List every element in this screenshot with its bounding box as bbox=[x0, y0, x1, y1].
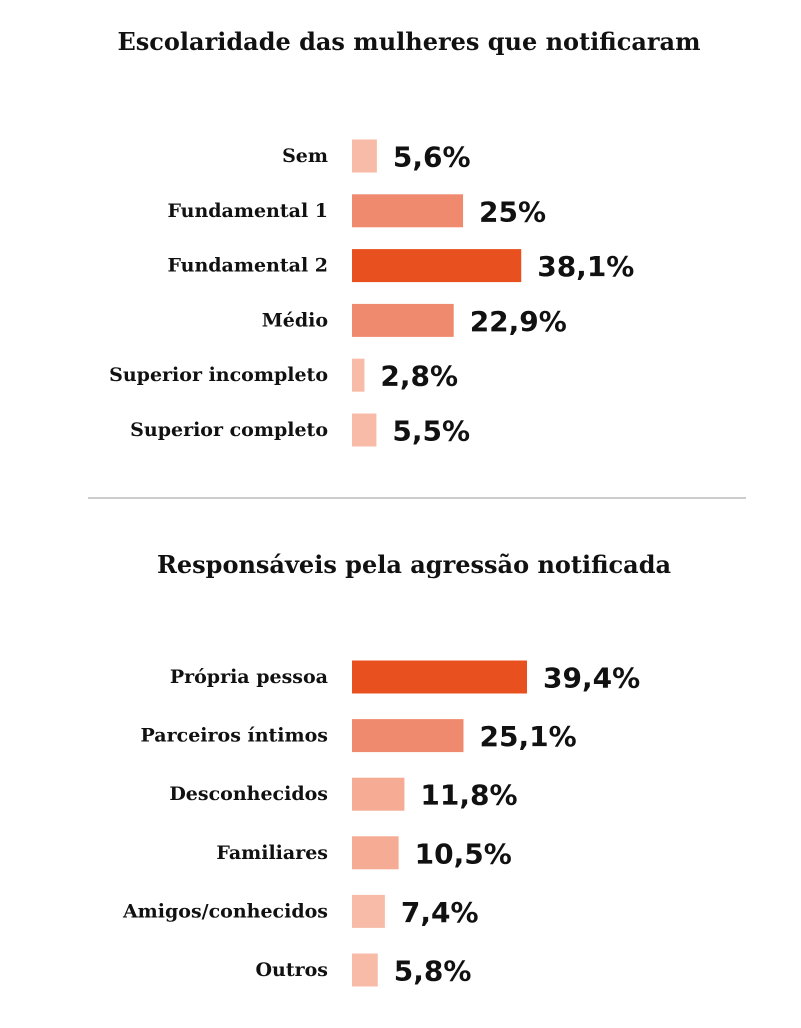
chart1-bar bbox=[352, 139, 377, 173]
chart1-category-label: Fundamental 1 bbox=[167, 200, 328, 222]
chart2-bar bbox=[352, 894, 385, 928]
chart1-category-label: Médio bbox=[262, 309, 328, 331]
chart1-bar bbox=[352, 303, 454, 337]
chart2-category-label: Amigos/conhecidos bbox=[122, 900, 328, 922]
chart1-category-label: Superior incompleto bbox=[109, 364, 328, 386]
chart2-category-label: Desconhecidos bbox=[169, 783, 328, 805]
chart1-bar bbox=[352, 413, 377, 447]
chart2-category-label: Parceiros íntimos bbox=[141, 725, 328, 747]
chart2-category-label: Outros bbox=[255, 959, 328, 981]
chart2-bar bbox=[352, 660, 527, 694]
chart1-bar bbox=[352, 194, 464, 228]
chart1-category-label: Sem bbox=[282, 145, 328, 167]
chart2-value-label: 5,8% bbox=[394, 955, 472, 988]
chart1-category-label: Superior completo bbox=[130, 419, 328, 441]
chart1-title: Escolaridade das mulheres que notificara… bbox=[118, 27, 701, 56]
chart1-value-label: 2,8% bbox=[380, 360, 458, 393]
chart1-value-label: 22,9% bbox=[470, 305, 567, 338]
chart1-bars: Sem 5,6% Fundamental 1 25% Fundamental 2 38,1… bbox=[109, 139, 634, 448]
chart1-category-label: Fundamental 2 bbox=[167, 255, 328, 277]
chart1-value-label: 25% bbox=[479, 195, 546, 228]
chart2-bar bbox=[352, 719, 464, 753]
chart2-bar bbox=[352, 953, 378, 987]
chart1-value-label: 38,1% bbox=[537, 250, 634, 283]
chart2-value-label: 39,4% bbox=[543, 662, 640, 695]
chart2-bar bbox=[352, 777, 405, 811]
chart2-category-label: Própria pessoa bbox=[170, 666, 328, 688]
chart2-title: Responsáveis pela agressão notificada bbox=[157, 550, 671, 579]
chart2-value-label: 10,5% bbox=[415, 837, 512, 870]
chart2-value-label: 7,4% bbox=[401, 896, 479, 929]
chart1-value-label: 5,5% bbox=[392, 415, 470, 448]
chart2-bars: Própria pessoa 39,4% Parceiros íntimos 25,1… bbox=[122, 660, 640, 988]
chart2-value-label: 25,1% bbox=[479, 720, 576, 753]
chart2-category-label: Familiares bbox=[216, 842, 328, 864]
chart1-bar bbox=[352, 249, 522, 283]
chart1-value-label: 5,6% bbox=[393, 141, 471, 174]
chart2-bar bbox=[352, 836, 399, 870]
chart2-value-label: 11,8% bbox=[420, 779, 517, 812]
chart1-bar bbox=[352, 358, 365, 392]
